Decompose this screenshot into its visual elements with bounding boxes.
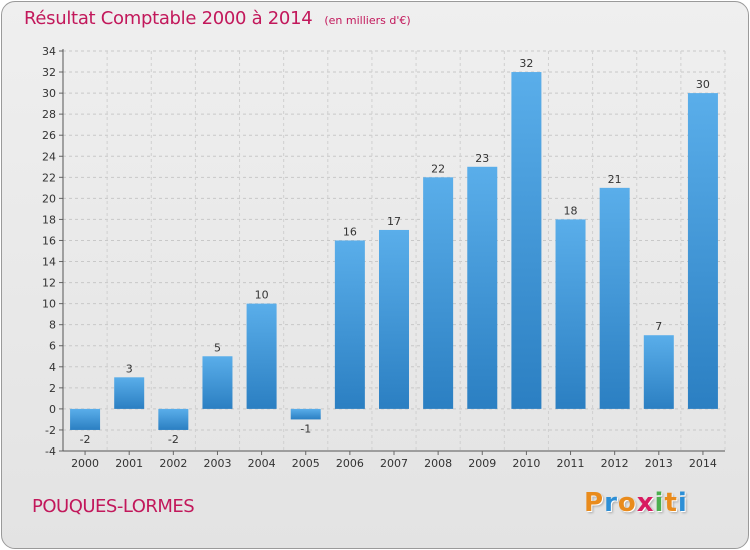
x-tick-label-2002: 2002 (159, 457, 187, 470)
bar-2008 (423, 177, 454, 409)
commune-name: POUQUES-LORMES (32, 496, 195, 517)
data-label-2011: 18 (564, 204, 578, 217)
bar-2002 (158, 408, 189, 430)
bar-2004 (246, 303, 277, 409)
y-tick-label: -2 (45, 424, 56, 437)
y-tick-label: 6 (49, 340, 56, 353)
chart-subtitle: (en milliers d'€) (324, 14, 411, 27)
y-tick-label: 34 (42, 45, 56, 58)
y-tick-label: 12 (42, 277, 56, 290)
y-tick-label: 20 (42, 192, 56, 205)
x-tick-label-2007: 2007 (380, 457, 408, 470)
x-tick-label-2004: 2004 (248, 457, 276, 470)
data-label-2002: -2 (168, 433, 179, 446)
x-tick-label-2005: 2005 (292, 457, 320, 470)
data-label-2008: 22 (431, 162, 445, 175)
data-label-2007: 17 (387, 215, 401, 228)
bar-2013 (643, 335, 674, 409)
y-tick-label: -4 (45, 445, 56, 458)
x-tick-label-2012: 2012 (601, 457, 629, 470)
proxiti-logo: Proxiti (584, 488, 688, 518)
bar-2010 (511, 72, 542, 409)
x-tick-label-2008: 2008 (424, 457, 452, 470)
logo-letter: t (664, 488, 678, 518)
bar-2014 (687, 93, 718, 409)
y-tick-label: 30 (42, 87, 56, 100)
data-label-2009: 23 (475, 152, 489, 165)
y-tick-label: 0 (49, 403, 56, 416)
x-tick-label-2014: 2014 (689, 457, 717, 470)
logo-letter: r (604, 488, 618, 518)
x-tick-label-2010: 2010 (512, 457, 540, 470)
bar-2001 (114, 377, 145, 409)
data-label-2014: 30 (696, 78, 710, 91)
data-label-2013: 7 (655, 320, 662, 333)
x-tick-label-2011: 2011 (557, 457, 585, 470)
y-tick-label: 14 (42, 256, 56, 269)
y-tick-label: 10 (42, 298, 56, 311)
bars (70, 72, 718, 430)
y-tick-label: 8 (49, 319, 56, 332)
chart-title: Résultat Comptable 2000 à 2014 (24, 8, 313, 29)
logo-letter: o (617, 488, 637, 518)
logo-letter: x (636, 488, 655, 518)
bar-2005 (290, 408, 321, 420)
y-tick-label: 18 (42, 213, 56, 226)
y-tick-label: 32 (42, 66, 56, 79)
data-label-2001: 3 (126, 362, 133, 375)
logo-letter: P (584, 488, 605, 518)
data-label-2010: 32 (519, 57, 533, 70)
logo-letter: i (654, 488, 665, 518)
bar-2000 (70, 408, 101, 430)
x-tick-label-2000: 2000 (71, 457, 99, 470)
data-label-2005: -1 (300, 422, 311, 435)
y-tick-label: 2 (49, 382, 56, 395)
x-tick-label-2001: 2001 (115, 457, 143, 470)
y-tick-label: 28 (42, 108, 56, 121)
data-label-2006: 16 (343, 225, 357, 238)
bar-2011 (555, 219, 586, 409)
data-labels: -2 3 -2 5 10 -1 16 17 22 23 32 18 21 7 30 (80, 57, 710, 446)
x-tick-label-2009: 2009 (468, 457, 496, 470)
y-tick-label: 24 (42, 150, 56, 163)
y-tick-label: 16 (42, 234, 56, 247)
x-tick-label-2003: 2003 (203, 457, 231, 470)
bar-2007 (379, 229, 409, 409)
y-tick-label: 22 (42, 171, 56, 184)
y-tick-label: 4 (49, 361, 56, 374)
data-label-2012: 21 (608, 173, 622, 186)
x-tick-label-2013: 2013 (645, 457, 673, 470)
title-block: Résultat Comptable 2000 à 2014 (en milli… (24, 8, 411, 29)
data-label-2004: 10 (255, 289, 269, 302)
data-label-2000: -2 (80, 433, 91, 446)
y-tick-label: 26 (42, 129, 56, 142)
x-tick-label-2006: 2006 (336, 457, 364, 470)
bar-2006 (334, 240, 365, 409)
bar-2009 (467, 166, 498, 409)
bar-2012 (599, 187, 630, 409)
bar-2003 (202, 356, 233, 409)
data-label-2003: 5 (214, 341, 221, 354)
logo-letter: i (677, 488, 688, 518)
